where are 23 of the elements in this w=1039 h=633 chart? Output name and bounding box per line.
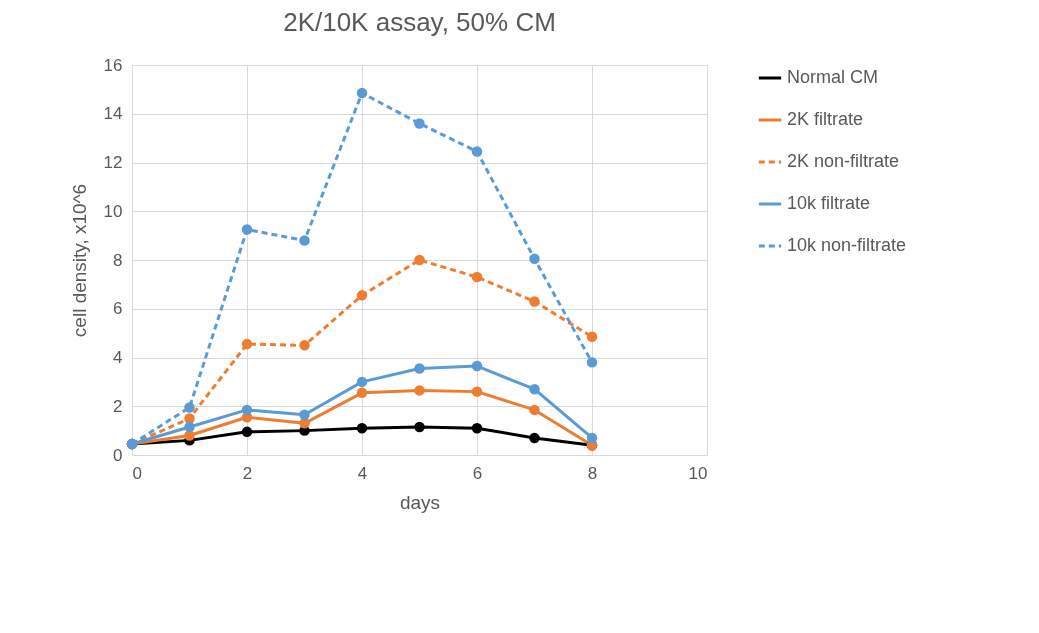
chart-title: 2K/10K assay, 50% CM [283, 7, 556, 37]
y-axis-title: cell density, x10^6 [68, 183, 90, 338]
y-tick-label: 8 [113, 250, 123, 270]
legend-label: 10k filtrate [787, 193, 871, 213]
y-tick-label: 10 [103, 201, 123, 221]
x-axis-title: days [399, 491, 441, 513]
x-tick-label: 4 [357, 463, 368, 483]
y-tick-label: 4 [113, 348, 123, 367]
y-tick-label: 6 [113, 299, 123, 319]
x-tick-label: 10 [688, 463, 708, 483]
x-tick-label: 6 [472, 463, 483, 483]
y-tick-label: 0 [113, 445, 123, 465]
y-tick-label: 14 [103, 104, 123, 124]
y-tick-label: 16 [103, 55, 123, 75]
legend-label: 2K filtrate [787, 109, 864, 129]
x-tick-label: 2 [242, 463, 253, 483]
x-tick-label: 0 [132, 463, 142, 483]
legend-label: Normal CM [787, 67, 879, 87]
y-tick-label: 12 [103, 153, 123, 172]
legend-label: 2K non-filtrate [787, 151, 900, 171]
y-tick-label: 2 [113, 396, 123, 416]
legend-label: 10k non-filtrate [787, 235, 907, 255]
x-tick-label: 8 [587, 463, 598, 483]
